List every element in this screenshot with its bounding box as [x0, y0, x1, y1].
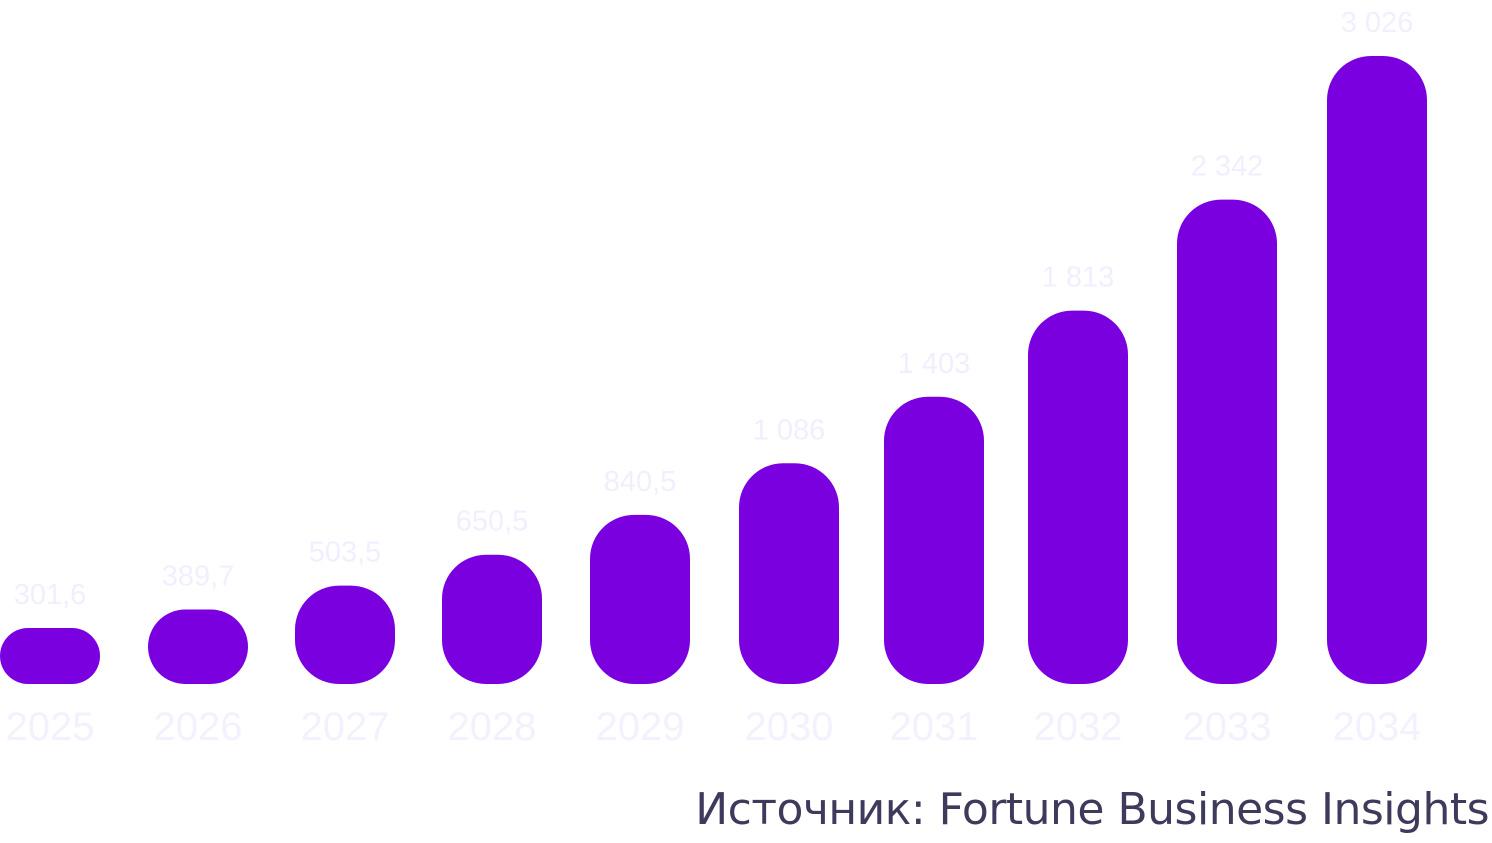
bar-2028 [442, 554, 542, 684]
value-labels-group: 301,6 389,7 503,5 650,5 840,5 1 086 1 403 1 813… [14, 7, 1414, 611]
bars-group [0, 56, 1427, 684]
bar-2034 [1327, 56, 1427, 684]
value-label-2033: 2 342 [1191, 151, 1264, 183]
bar-2027 [295, 585, 395, 684]
year-label-2032: 2032 [1034, 705, 1123, 749]
bar-2032 [1028, 310, 1128, 684]
bar-2033 [1177, 199, 1277, 684]
bar-2031 [884, 396, 984, 684]
year-label-2033: 2033 [1183, 705, 1272, 749]
bar-2025 [0, 628, 100, 684]
year-label-2034: 2034 [1333, 705, 1422, 749]
year-label-2030: 2030 [745, 705, 834, 749]
year-label-2031: 2031 [890, 705, 979, 749]
value-label-2032: 1 813 [1042, 262, 1115, 294]
year-label-2025: 2025 [6, 705, 95, 749]
value-label-2025: 301,6 [14, 579, 87, 611]
year-label-2026: 2026 [154, 705, 243, 749]
value-label-2030: 1 086 [753, 414, 826, 446]
value-label-2029: 840,5 [604, 466, 677, 498]
bar-2029 [590, 514, 690, 684]
value-label-2026: 389,7 [162, 561, 235, 593]
year-label-2029: 2029 [596, 705, 685, 749]
year-label-2028: 2028 [448, 705, 537, 749]
bar-2026 [148, 609, 248, 684]
value-label-2034: 3 026 [1341, 7, 1414, 39]
value-label-2028: 650,5 [456, 506, 529, 538]
bar-2030 [739, 463, 839, 684]
year-label-2027: 2027 [301, 705, 390, 749]
value-label-2031: 1 403 [898, 348, 971, 380]
source-caption: Источник: Fortune Business Insights [695, 784, 1489, 835]
year-labels-group: 2025 2026 2027 2028 2029 2030 2031 2032 2033 2034 [6, 705, 1422, 749]
value-label-2027: 503,5 [309, 537, 382, 569]
